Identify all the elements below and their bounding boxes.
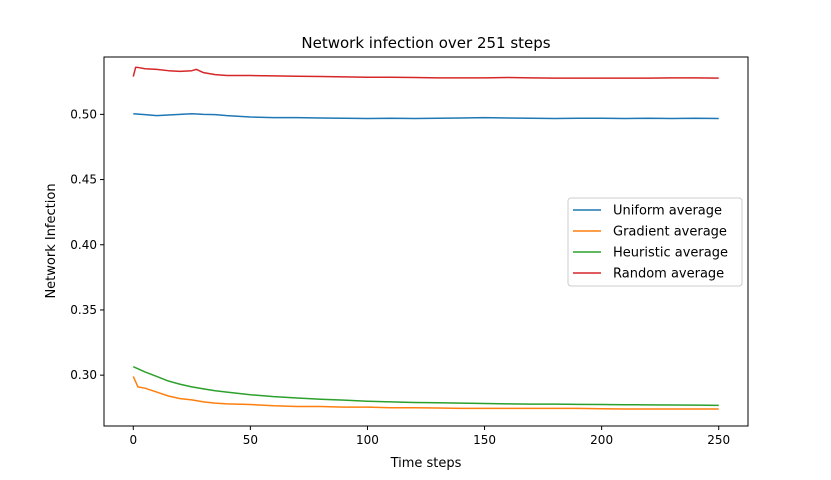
legend-box [567, 197, 743, 287]
legend-label: Random average [613, 267, 724, 282]
x-tick-label: 100 [356, 433, 379, 447]
y-axis-ticks: 0.30 0.35 0.40 0.45 0.50 [70, 107, 104, 382]
series-layer [132, 66, 719, 410]
x-tick-label: 50 [243, 433, 258, 447]
y-tick-label: 0.30 [70, 368, 97, 382]
series-line-3 [132, 66, 719, 79]
x-axis-ticks: 0 50 100 150 200 250 [129, 426, 730, 447]
legend: Uniform average Gradient average Heuristic… [567, 197, 743, 287]
series-line-1 [132, 376, 719, 410]
legend-label: Uniform average [613, 204, 722, 219]
chart-title: Network infection over 251 steps [301, 34, 550, 52]
series-line-2 [132, 365, 719, 407]
x-tick-label: 150 [473, 433, 496, 447]
legend-label: Gradient average [613, 225, 727, 240]
y-tick-label: 0.35 [70, 303, 97, 317]
series-line-0 [133, 112, 719, 120]
y-tick-label: 0.45 [70, 173, 97, 187]
legend-label: Heuristic average [613, 246, 728, 261]
y-tick-label: 0.40 [70, 238, 97, 252]
x-tick-label: 200 [590, 433, 613, 447]
y-axis-label: Network Infection [44, 183, 59, 298]
y-tick-label: 0.50 [70, 107, 97, 121]
x-axis-label: Time steps [390, 456, 462, 471]
x-tick-label: 250 [707, 433, 730, 447]
x-tick-label: 0 [129, 433, 137, 447]
